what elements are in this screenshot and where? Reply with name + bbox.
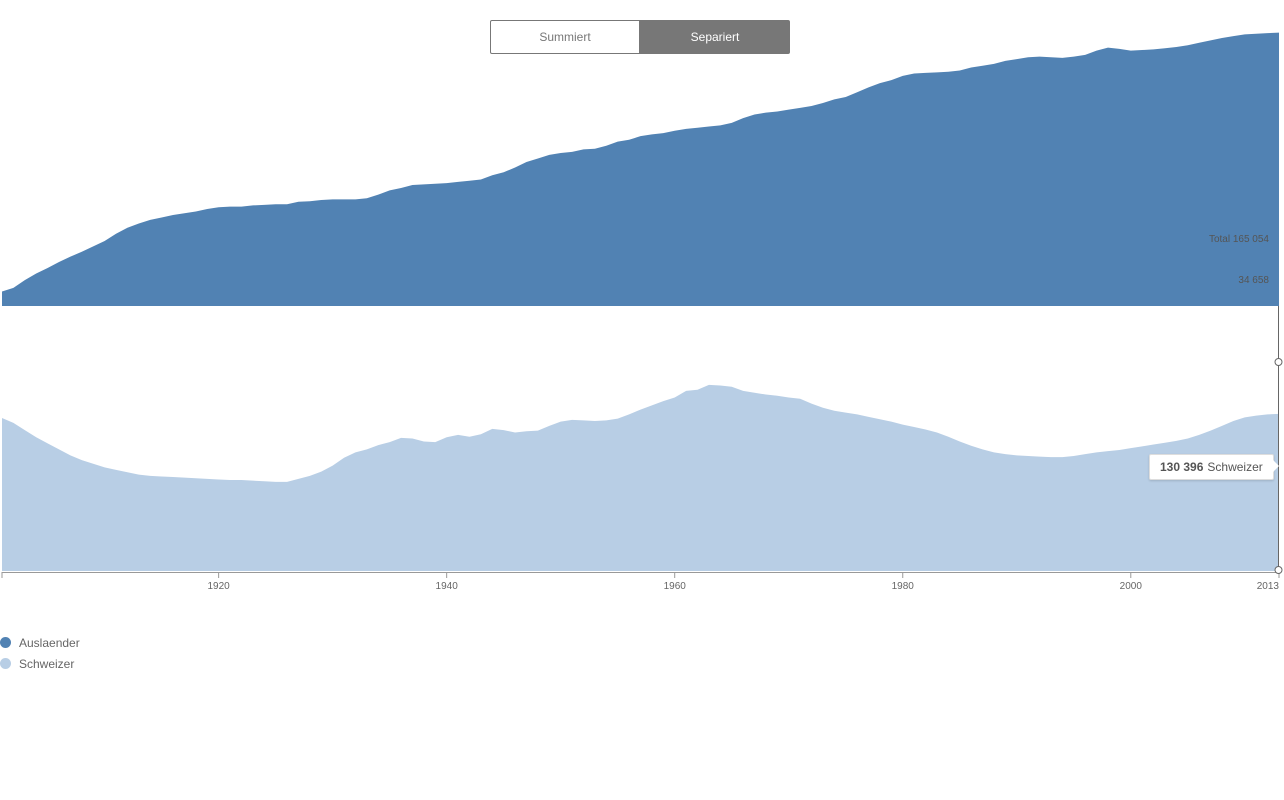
tooltip-value: 130 396 [1160, 460, 1204, 474]
tooltip-arrow [1273, 460, 1279, 472]
x-tick-label-1940: 1940 [436, 581, 459, 592]
hover-handle-bottom[interactable] [1274, 566, 1283, 574]
x-axis: 1920 1940 1960 1980 2000 2013 [1, 572, 1280, 592]
legend-dot-schweizer [0, 658, 11, 669]
tooltip-series: Schweizer [1207, 460, 1263, 474]
x-tick-label-2013: 2013 [1257, 581, 1280, 592]
total-label: Total 165 054 [1209, 234, 1269, 245]
series-area-auslaender [2, 32, 1279, 306]
legend-label-auslaender: Auslaender [19, 635, 80, 650]
tooltip: 130 396 Schweizer [1149, 454, 1274, 480]
summed-toggle-button[interactable]: Summiert [490, 20, 640, 54]
view-toggle: Summiert Separiert [490, 20, 790, 54]
hover-handle-top[interactable] [1274, 358, 1283, 366]
x-tick-label-1980: 1980 [892, 581, 915, 592]
legend: Auslaender Schweizer [0, 632, 80, 674]
x-tick-label-2000: 2000 [1120, 581, 1143, 592]
separated-toggle-button[interactable]: Separiert [640, 20, 790, 54]
legend-item-auslaender[interactable]: Auslaender [0, 632, 80, 653]
x-tick-label-1960: 1960 [664, 581, 687, 592]
area-chart: 1920 1940 1960 1980 2000 2013 Total 165 054 3… [1, 32, 1283, 592]
x-tick-label-1920: 1920 [208, 581, 231, 592]
legend-item-schweizer[interactable]: Schweizer [0, 653, 80, 674]
legend-dot-auslaender [0, 637, 11, 648]
auslaender-end-label: 34 658 [1238, 275, 1269, 286]
series-area-schweizer [2, 384, 1279, 571]
legend-label-schweizer: Schweizer [19, 656, 75, 671]
